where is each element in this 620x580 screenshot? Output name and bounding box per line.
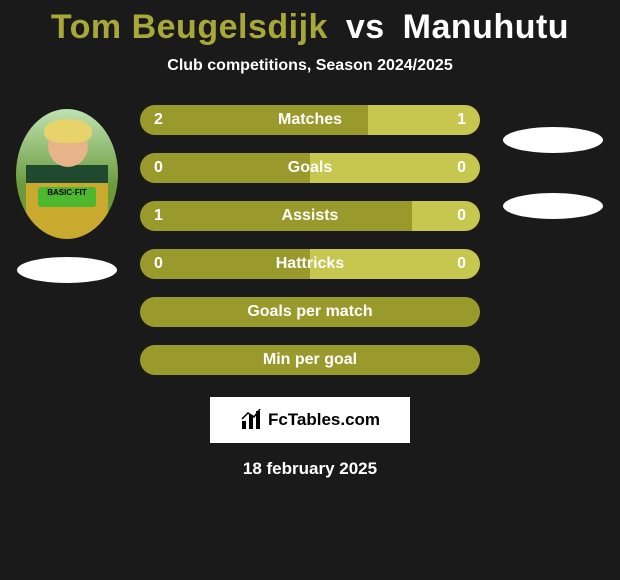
stat-label: Goals per match xyxy=(140,297,480,327)
player1-name-chip xyxy=(17,257,117,283)
stat-label: Matches xyxy=(140,105,480,135)
comparison-title: Tom Beugelsdijk vs Manuhutu xyxy=(0,8,620,47)
title-vs: vs xyxy=(346,8,385,46)
stat-value-left: 1 xyxy=(140,201,177,231)
stat-value-left: 0 xyxy=(140,153,177,183)
player2-name-chip-1 xyxy=(503,127,603,153)
stat-bar: 0 0Hattricks xyxy=(140,249,480,279)
date: 18 february 2025 xyxy=(0,459,620,479)
title-player1: Tom Beugelsdijk xyxy=(51,8,328,46)
stat-bar: 0 0Goals xyxy=(140,153,480,183)
stat-bar: Min per goal xyxy=(140,345,480,375)
chart-icon xyxy=(240,409,262,431)
stat-value-left: 0 xyxy=(140,249,177,279)
stat-label: Assists xyxy=(140,201,480,231)
stat-value-right: 0 xyxy=(443,153,480,183)
player1-avatar: BASIC·FIT xyxy=(16,109,118,239)
stat-bar: 2 1Matches xyxy=(140,105,480,135)
player2-column xyxy=(498,105,608,219)
player2-name-chip-2 xyxy=(503,193,603,219)
player1-jersey-logo: BASIC·FIT xyxy=(38,187,96,207)
stat-value-left: 2 xyxy=(140,105,177,135)
branding-text: FcTables.com xyxy=(268,410,380,430)
player1-column: BASIC·FIT xyxy=(12,105,122,283)
stat-bar: 1 0Assists xyxy=(140,201,480,231)
branding-badge: FcTables.com xyxy=(210,397,410,443)
comparison-card: Tom Beugelsdijk vs Manuhutu Club competi… xyxy=(0,0,620,479)
stat-value-right: 0 xyxy=(443,201,480,231)
subtitle: Club competitions, Season 2024/2025 xyxy=(0,57,620,75)
stat-value-right: 1 xyxy=(443,105,480,135)
stat-label: Goals xyxy=(140,153,480,183)
stat-label: Hattricks xyxy=(140,249,480,279)
title-player2: Manuhutu xyxy=(403,8,569,46)
stat-label: Min per goal xyxy=(140,345,480,375)
body-row: BASIC·FIT 21Matches00Goals10Assists00Hat… xyxy=(0,105,620,375)
stat-bar: Goals per match xyxy=(140,297,480,327)
stats-column: 21Matches00Goals10Assists00HattricksGoal… xyxy=(140,105,480,375)
stat-value-right: 0 xyxy=(443,249,480,279)
